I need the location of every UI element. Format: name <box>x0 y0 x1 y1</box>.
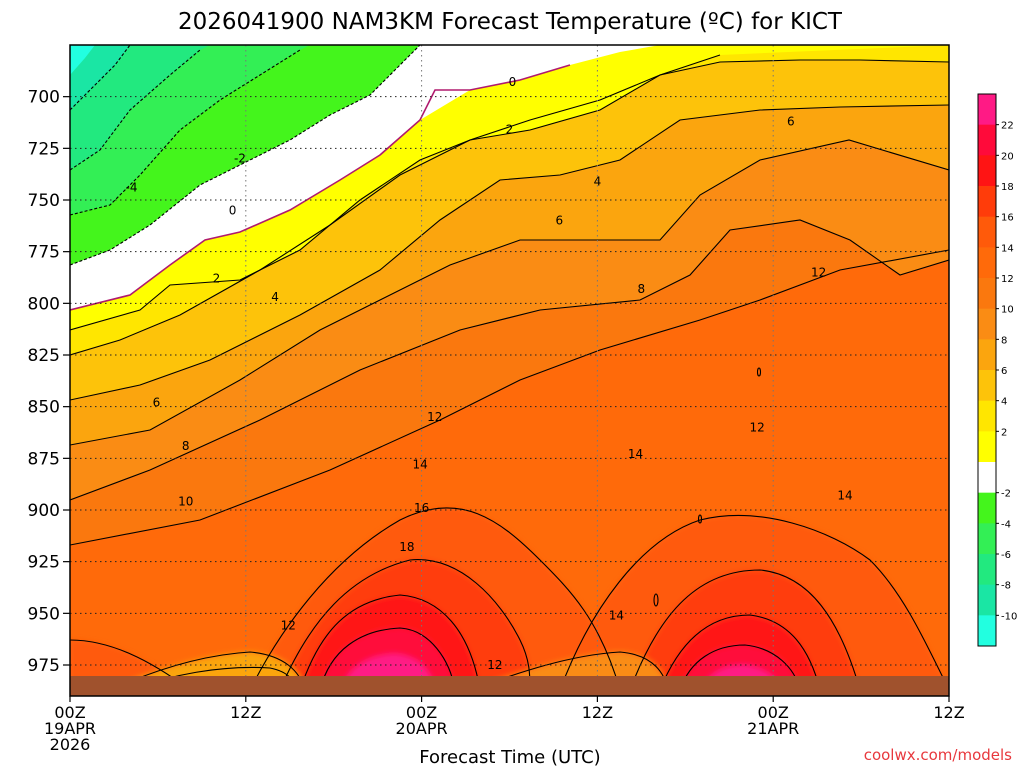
x-tick-label: 00Z <box>758 703 789 722</box>
colorbar-swatch <box>978 124 996 156</box>
credit-text: coolwx.com/models <box>864 746 1012 764</box>
contour-labels: -4 -2 0 0 2 2 4 4 6 6 6 8 8 10 12 12 12 12 12 14 14 14 14 16 18 <box>126 75 853 672</box>
colorbar-label: 10 <box>1001 305 1014 316</box>
contour-label: 2 <box>506 123 514 137</box>
contour-label: 8 <box>638 282 646 296</box>
colorbar-label: 14 <box>1001 243 1014 254</box>
x-tick-label: 19APR <box>44 719 96 738</box>
colorbar-swatch <box>978 431 996 463</box>
contour-label: 14 <box>628 447 643 461</box>
colorbar-label: 4 <box>1001 397 1007 408</box>
x-tick-label: 20APR <box>396 719 448 738</box>
contour-label: -4 <box>126 181 138 195</box>
colorbar-label: -6 <box>1001 550 1011 561</box>
colorbar-label: 18 <box>1001 182 1014 193</box>
colorbar-swatch <box>978 339 996 371</box>
contour-label: 12 <box>487 658 502 672</box>
y-tick-label: 800 <box>28 294 60 314</box>
y-tick-label: 750 <box>28 191 60 211</box>
colorbar-swatch <box>978 186 996 218</box>
x-tick-label: 12Z <box>230 703 261 722</box>
contour-lines <box>70 45 949 691</box>
contour-label: 12 <box>749 420 764 434</box>
colorbar-swatch <box>978 523 996 555</box>
contour-label: 14 <box>609 608 624 622</box>
y-tick-label: 950 <box>28 604 60 624</box>
x-tick-label: 12Z <box>933 703 964 722</box>
pressure-axis: 700 725 750 775 800 825 850 875 900 925 950 975 <box>28 88 70 676</box>
contour-label: 14 <box>412 458 427 472</box>
contour-label: 10 <box>178 495 193 509</box>
colorbar-swatch <box>978 278 996 310</box>
colorbar-label: 16 <box>1001 213 1014 224</box>
contour-label: 12 <box>427 410 442 424</box>
colorbar-label: 20 <box>1001 151 1014 162</box>
contour-label: 0 <box>509 75 517 89</box>
plot-frame <box>69 44 950 697</box>
y-tick-label: 900 <box>28 501 60 521</box>
colorbar-swatch <box>978 308 996 340</box>
contour-label: 6 <box>153 396 161 410</box>
colorbar-label: 8 <box>1001 335 1007 346</box>
temperature-field <box>70 45 949 696</box>
contour-label: 4 <box>594 174 602 188</box>
colorbar-label: 2 <box>1001 427 1007 438</box>
colorbar-swatch <box>978 94 996 126</box>
colorbar-label: -10 <box>1001 611 1017 622</box>
y-tick-label: 875 <box>28 449 60 469</box>
contour-label: 16 <box>414 501 429 515</box>
contour-label: 6 <box>555 214 563 228</box>
terrain-surface <box>70 676 949 696</box>
colorbar-swatch <box>978 155 996 187</box>
colorbar-swatch <box>978 584 996 616</box>
contour-label: 14 <box>837 489 852 503</box>
y-tick-label: 825 <box>28 346 60 366</box>
contour-label: 8 <box>182 439 190 453</box>
contour-label: 12 <box>811 265 826 279</box>
x-axis-label: Forecast Time (UTC) <box>419 747 600 768</box>
contour-label: 18 <box>399 540 414 554</box>
colorbar-label: 12 <box>1001 274 1014 285</box>
contour-label: 6 <box>787 114 795 128</box>
x-tick-label: 12Z <box>582 703 613 722</box>
contour-label: -2 <box>234 152 246 166</box>
y-tick-label: 775 <box>28 243 60 263</box>
colorbar-swatch <box>978 615 996 647</box>
colorbar-label: -4 <box>1001 519 1011 530</box>
colorbar-label: -2 <box>1001 489 1011 500</box>
y-tick-label: 700 <box>28 88 60 108</box>
x-tick-label: 00Z <box>54 703 85 722</box>
colorbar-swatch <box>978 216 996 248</box>
y-tick-label: 975 <box>28 656 60 676</box>
colorbar-label: 22 <box>1001 121 1014 132</box>
contour-label: 0 <box>229 203 237 217</box>
contour-label: 4 <box>271 290 279 304</box>
colorbar: 22 20 18 16 14 12 10 8 6 4 2 -2 -4 -6 -8 -10 <box>977 93 1017 647</box>
x-tick-label: 2026 <box>50 735 91 754</box>
y-tick-label: 850 <box>28 398 60 418</box>
y-tick-label: 925 <box>28 553 60 573</box>
colorbar-swatch <box>978 492 996 524</box>
x-tick-label: 21APR <box>747 719 799 738</box>
colorbar-label: -8 <box>1001 581 1011 592</box>
y-tick-label: 725 <box>28 139 60 159</box>
colorbar-swatch <box>978 370 996 402</box>
grid-lines <box>70 45 949 696</box>
contour-label: 2 <box>213 272 221 286</box>
colorbar-swatch <box>978 554 996 586</box>
contour-label: 12 <box>281 619 296 633</box>
colorbar-swatch <box>978 462 996 494</box>
chart-title: 2026041900 NAM3KM Forecast Temperature (… <box>178 9 843 35</box>
colorbar-swatch <box>978 247 996 279</box>
colorbar-label: 6 <box>1001 366 1007 377</box>
x-tick-label: 00Z <box>406 703 437 722</box>
colorbar-swatch <box>978 400 996 432</box>
